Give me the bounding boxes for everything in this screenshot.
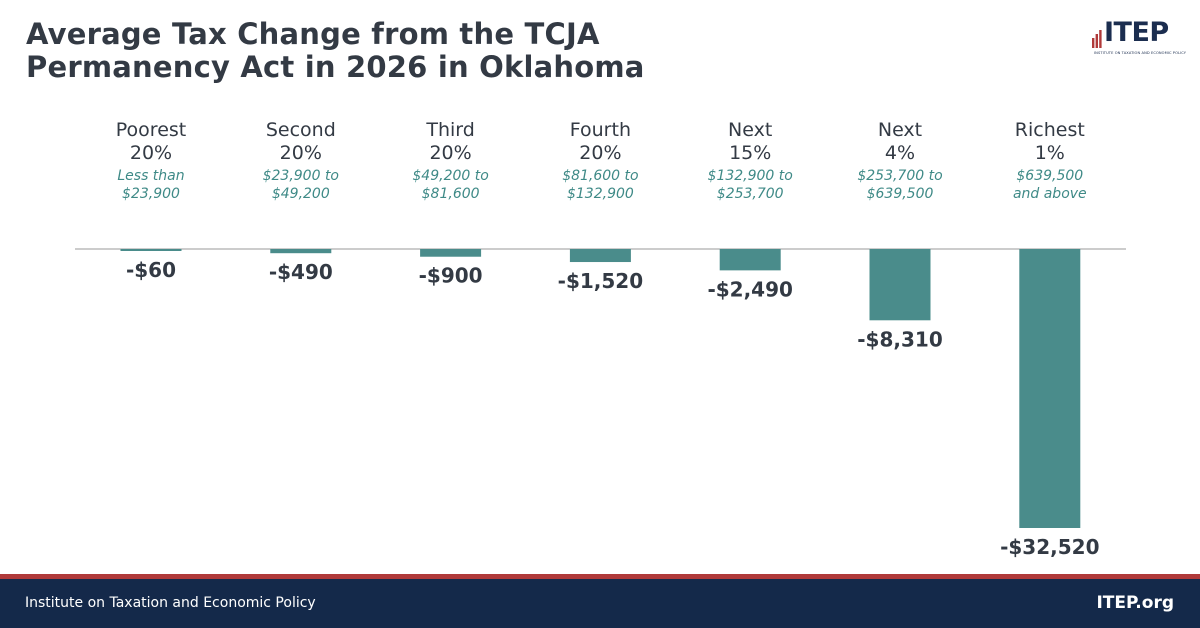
category-label-line: Second (265, 119, 336, 141)
bar-value-label: -$1,520 (558, 269, 643, 293)
category-label-line: 15% (729, 142, 772, 164)
bar-chart: -$60 -$490 -$900 -$1,520 -$2,490 -$8,310 -$32,… (75, 248, 1126, 559)
category-label-line: Fourth (569, 119, 631, 141)
income-range-line: $81,600 to (562, 168, 639, 184)
chart-title: Average Tax Change from the TCJA Permane… (26, 18, 786, 84)
category-label-line: 20% (579, 142, 622, 164)
bar-value-label: -$490 (269, 260, 333, 284)
footer-website-link[interactable]: ITEP.org (1096, 593, 1174, 613)
bar (1019, 249, 1081, 528)
income-range-line: Less than (117, 168, 185, 184)
income-range-line: $253,700 to (857, 168, 943, 184)
category-label-line: 4% (884, 142, 916, 164)
income-range-line: $81,600 (421, 186, 480, 202)
chart-title-line-1: Average Tax Change from the TCJA (26, 17, 600, 51)
category-header: Next 15% $132,900 to $253,700 (675, 119, 825, 203)
logo-text: ITEP (1104, 17, 1169, 48)
bar (719, 249, 781, 271)
bar (120, 249, 182, 251)
income-range-line: $639,500 (866, 186, 934, 202)
income-range-line: $132,900 to (707, 168, 793, 184)
chart-title-line-2: Permanency Act in 2026 in Oklahoma (26, 50, 645, 84)
category-income-range: $49,200 to $81,600 (376, 167, 526, 203)
income-range-line: $49,200 to (412, 168, 489, 184)
category-label-line: Third (426, 119, 475, 141)
category-header: Next 4% $253,700 to $639,500 (825, 119, 975, 203)
category-header: Third 20% $49,200 to $81,600 (376, 119, 526, 203)
category-label-line: 20% (429, 142, 472, 164)
category-income-range: $639,500 and above (975, 167, 1125, 203)
logo-subtext: INSTITUTE ON TAXATION AND ECONOMIC POLIC… (1094, 51, 1187, 55)
category-header: Fourth 20% $81,600 to $132,900 (525, 119, 675, 203)
bar-value-label: -$32,520 (1000, 535, 1099, 559)
income-range-line: $23,900 (122, 186, 180, 202)
bar (569, 249, 631, 263)
category-label-line: 1% (1034, 142, 1065, 164)
footer-stripe (0, 574, 1200, 579)
category-label-line: 20% (279, 142, 322, 164)
category-header: Second 20% $23,900 to $49,200 (226, 119, 376, 203)
category-label-line: Next (728, 119, 773, 141)
category-label-line: Poorest (115, 119, 187, 141)
income-range-line: $253,700 (716, 186, 784, 202)
category-income-range: $81,600 to $132,900 (525, 167, 675, 203)
category-label-line: Next (877, 119, 923, 141)
income-range-line: $132,900 (566, 186, 634, 202)
category-header: Richest 1% $639,500 and above (975, 119, 1125, 203)
category-income-range: $132,900 to $253,700 (675, 167, 825, 203)
income-range-line: $23,900 to (262, 168, 339, 184)
category-label-line: 20% (129, 142, 173, 164)
bar (869, 249, 931, 321)
category-income-range: Less than $23,900 (76, 167, 226, 203)
income-range-line: $639,500 (1016, 168, 1084, 184)
bar-value-label: -$900 (419, 264, 483, 288)
bar (270, 249, 332, 254)
category-income-range: $23,900 to $49,200 (226, 167, 376, 203)
bar-value-label: -$2,490 (707, 277, 792, 301)
bar (420, 249, 482, 257)
income-range-line: and above (1012, 186, 1087, 202)
itep-logo: ITEP INSTITUTE ON TAXATION AND ECONOMIC … (1092, 17, 1187, 60)
footer-org-name: Institute on Taxation and Economic Polic… (25, 595, 316, 611)
category-label-line: Richest (1014, 119, 1085, 141)
bar-value-label: -$60 (126, 258, 176, 282)
category-header: Poorest 20% Less than $23,900 (76, 119, 226, 203)
bar-value-label: -$8,310 (857, 327, 942, 351)
category-income-range: $253,700 to $639,500 (825, 167, 975, 203)
footer: Institute on Taxation and Economic Polic… (0, 579, 1200, 628)
income-range-line: $49,200 (271, 186, 330, 202)
logo-bars-icon (1092, 30, 1102, 48)
